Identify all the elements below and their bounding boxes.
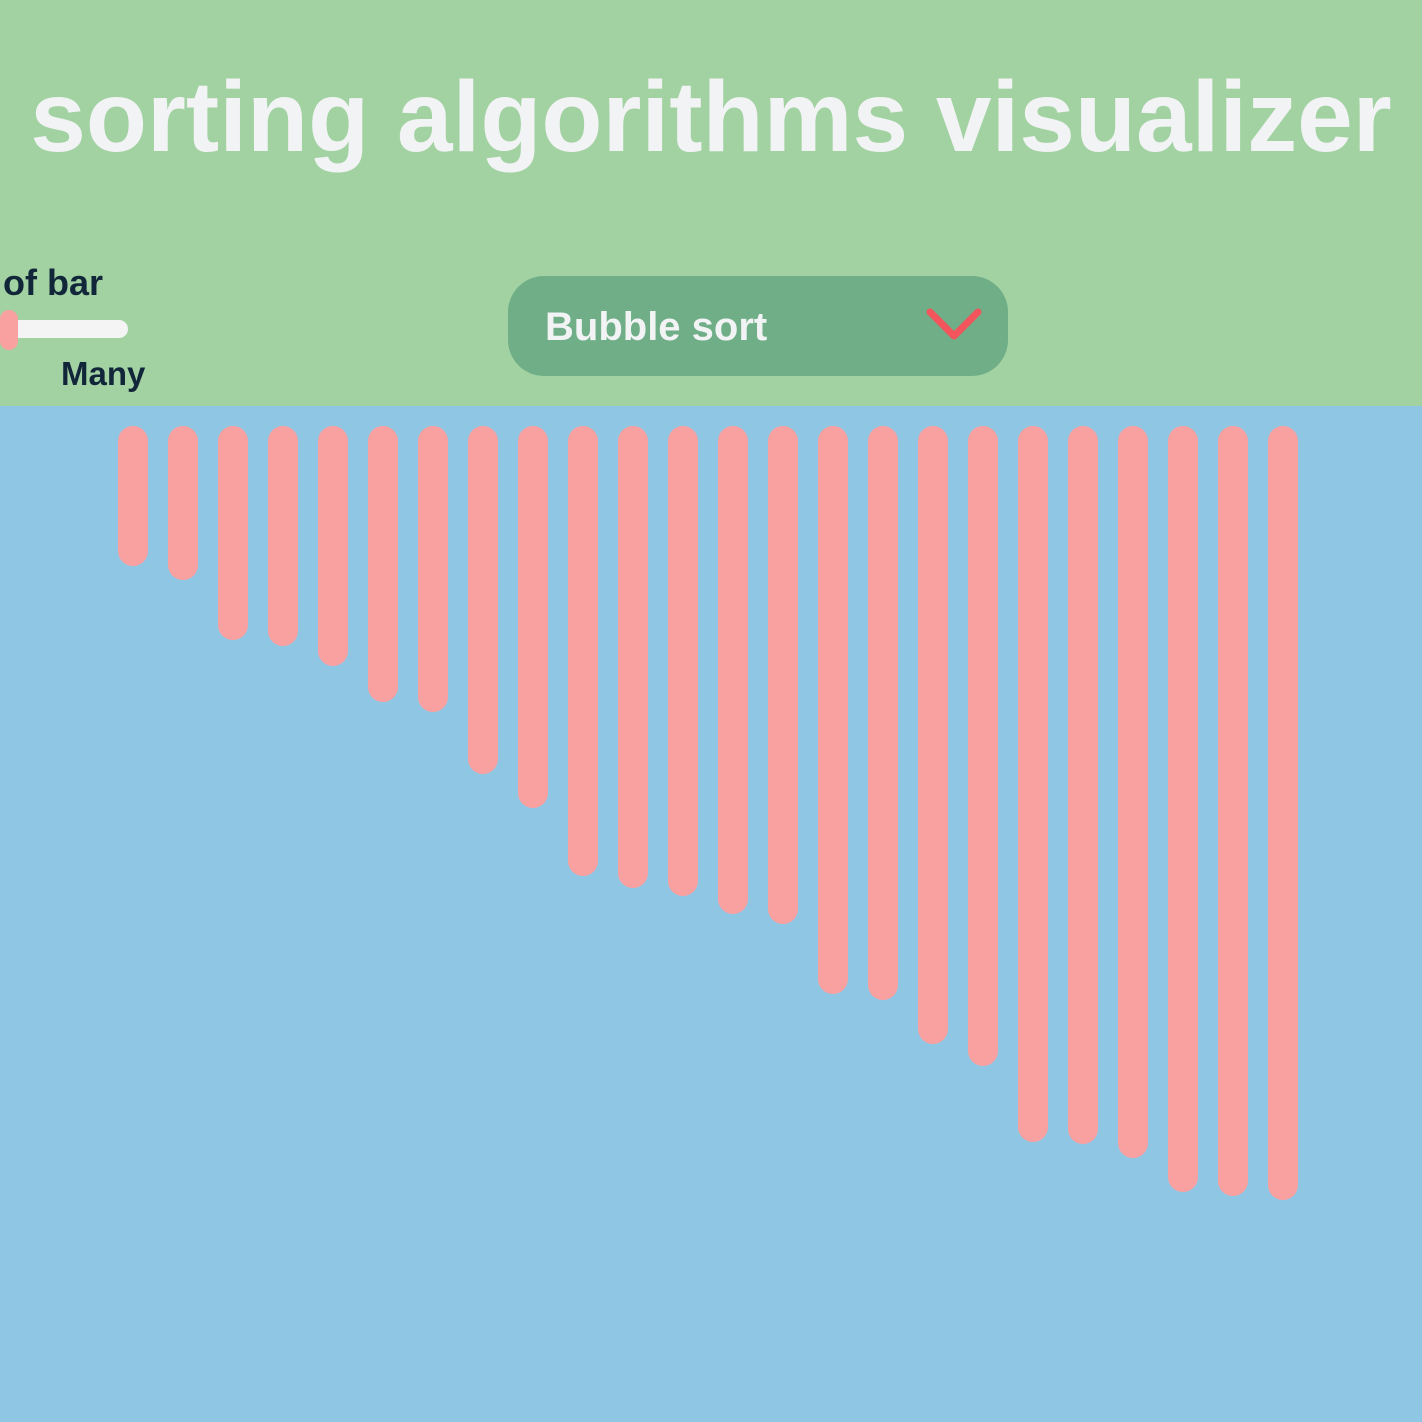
bar xyxy=(518,426,548,808)
algorithm-select-value: Bubble sort xyxy=(545,305,768,349)
bar xyxy=(218,426,248,640)
bar xyxy=(468,426,498,774)
bar xyxy=(568,426,598,876)
bar xyxy=(668,426,698,896)
header: sorting algorithms visualizer of bar Man… xyxy=(0,0,1422,406)
bar xyxy=(768,426,798,924)
bar xyxy=(368,426,398,702)
algorithm-select[interactable]: Bubble sort xyxy=(508,276,1008,376)
bar xyxy=(1068,426,1098,1144)
bar xyxy=(1018,426,1048,1142)
bar xyxy=(418,426,448,712)
bar xyxy=(268,426,298,646)
bar-count-max-label: Many xyxy=(61,355,146,392)
bar xyxy=(168,426,198,580)
bar xyxy=(1118,426,1148,1158)
chevron-down-icon xyxy=(926,308,982,340)
bar xyxy=(968,426,998,1066)
bar xyxy=(918,426,948,1044)
bar xyxy=(118,426,148,566)
bar xyxy=(1168,426,1198,1192)
bar xyxy=(1218,426,1248,1196)
bar xyxy=(618,426,648,888)
page-title: sorting algorithms visualizer xyxy=(30,61,1392,173)
bar xyxy=(318,426,348,666)
bar xyxy=(1268,426,1298,1200)
bars-stage xyxy=(0,406,1422,1422)
bar-count-slider-track[interactable] xyxy=(0,320,128,338)
bar xyxy=(718,426,748,914)
bar xyxy=(868,426,898,1000)
bar-count-slider-thumb[interactable] xyxy=(0,310,18,350)
bar xyxy=(818,426,848,994)
bar-count-label: of bar xyxy=(3,262,104,303)
